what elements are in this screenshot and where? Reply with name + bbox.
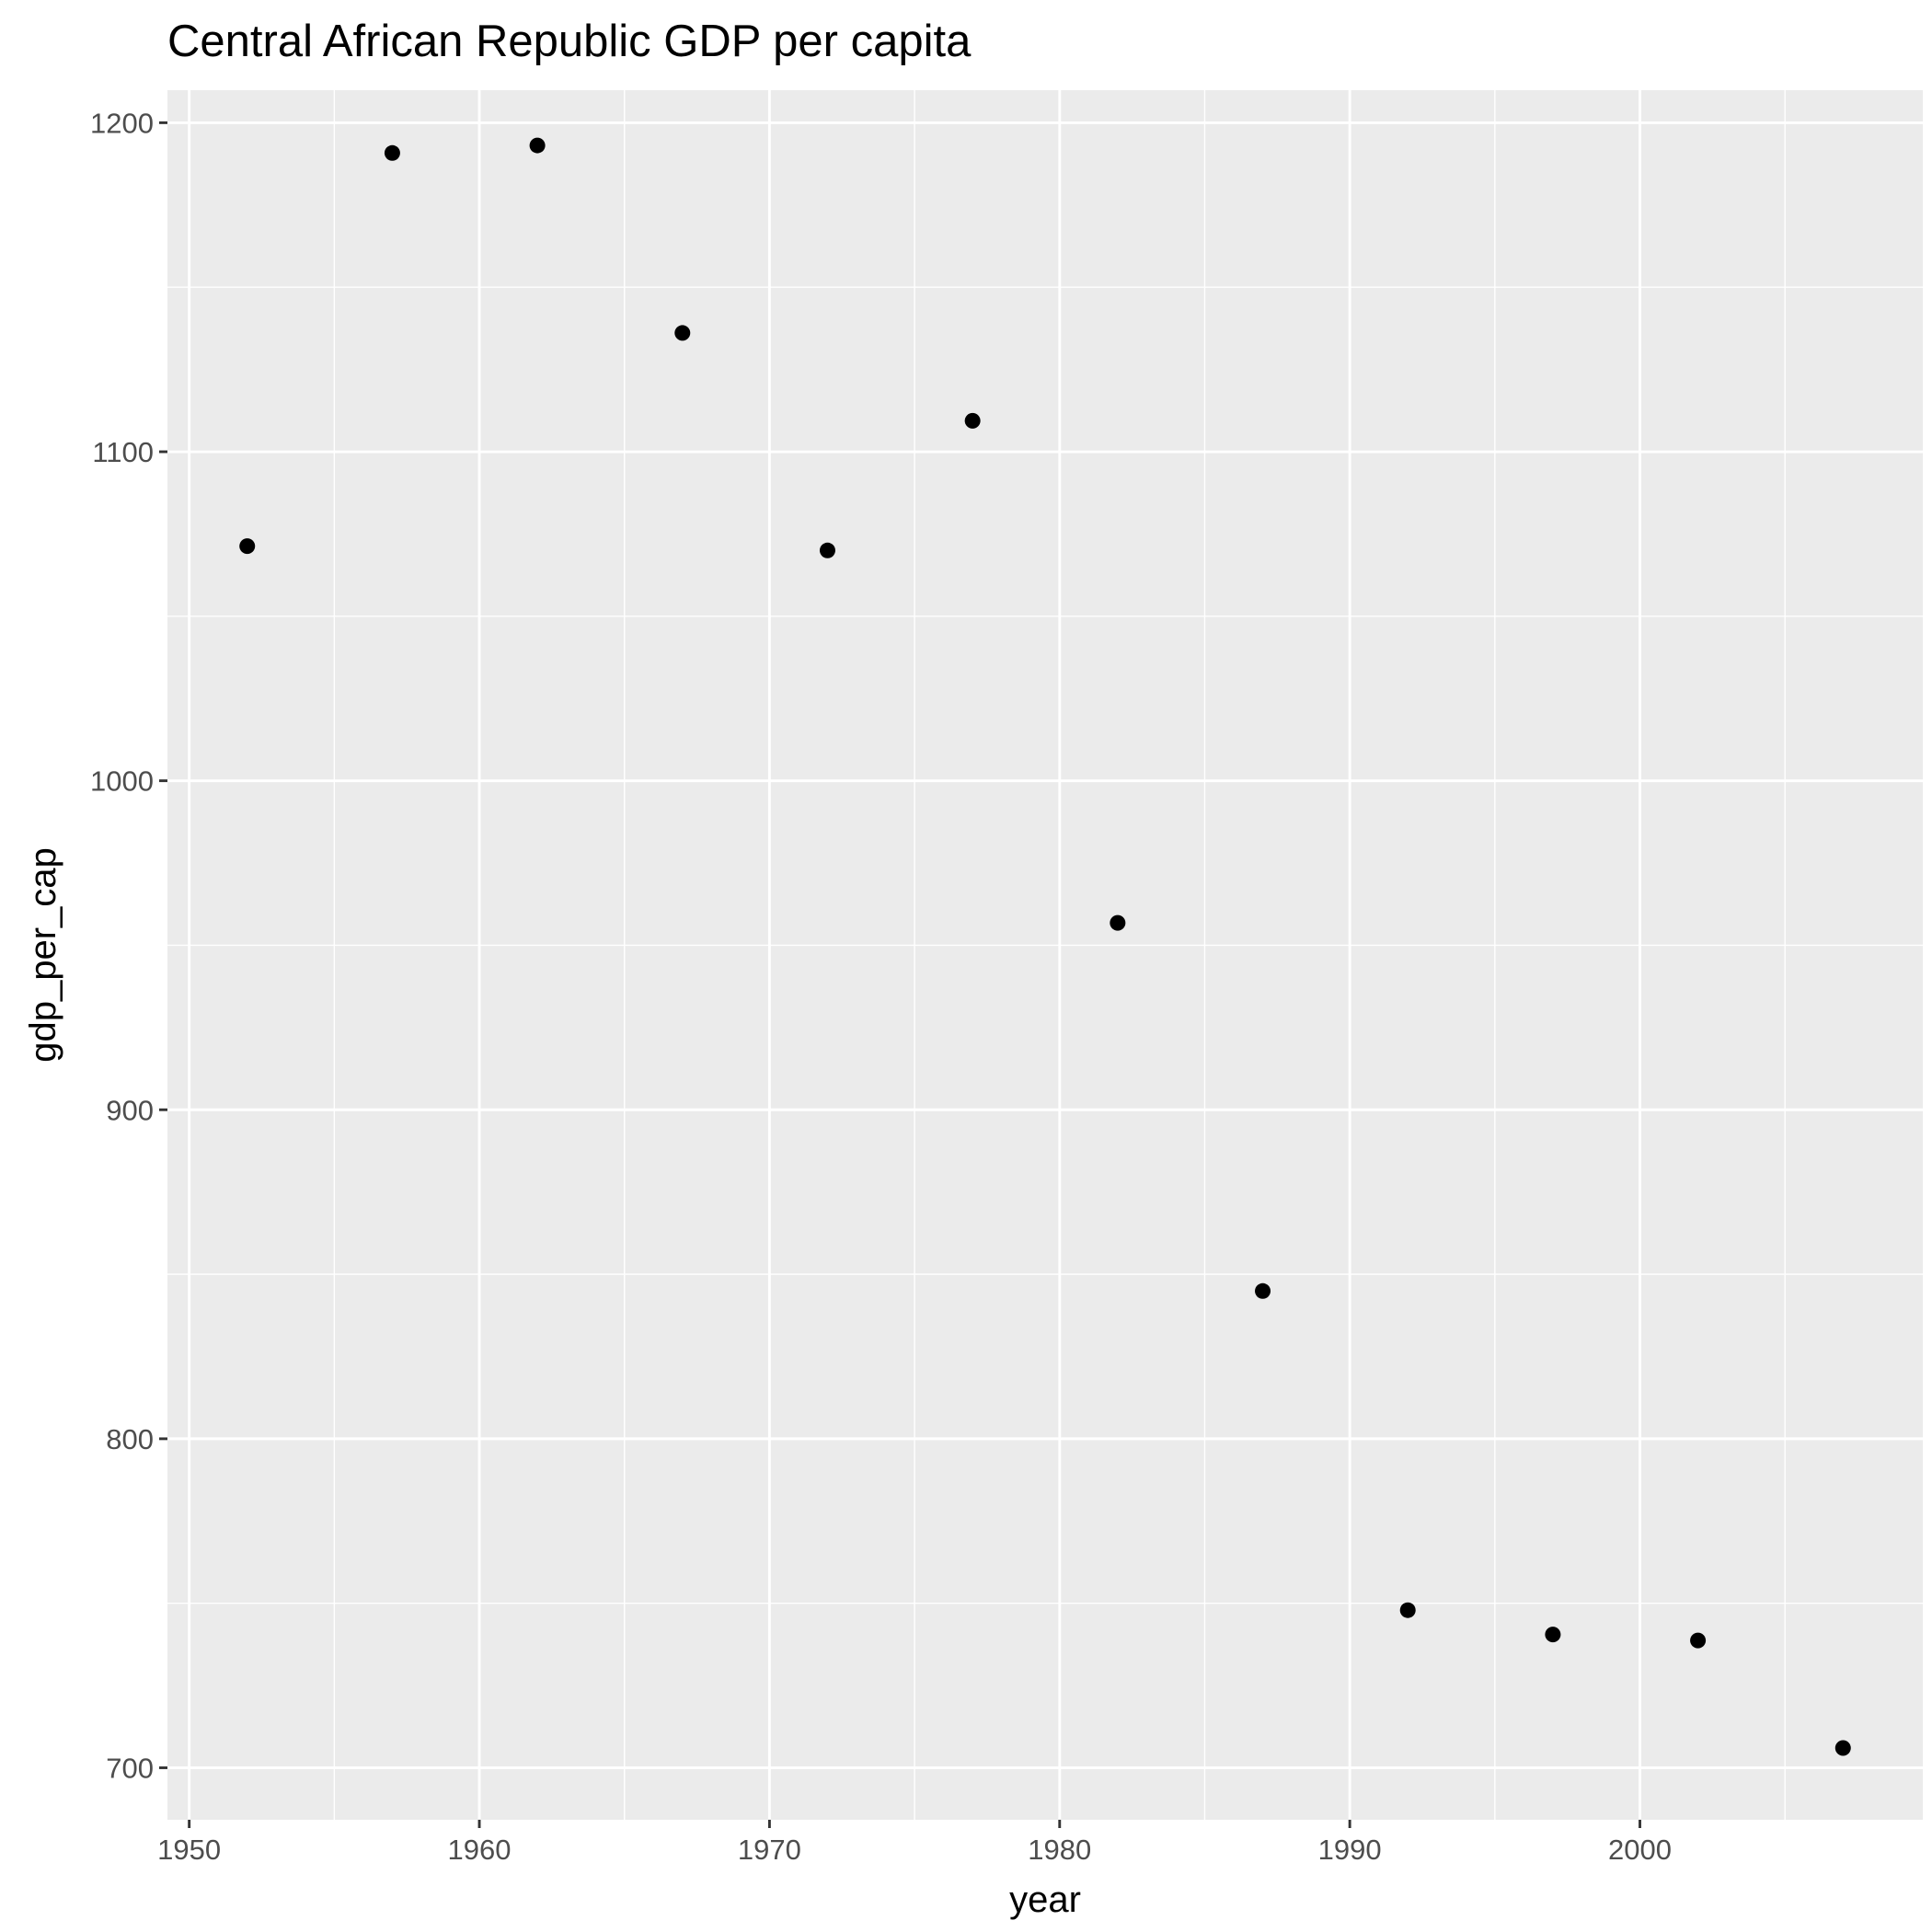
data-point xyxy=(674,325,691,341)
data-point xyxy=(1834,1740,1851,1756)
y-tick-label: 900 xyxy=(106,1094,154,1126)
data-point xyxy=(1110,914,1126,931)
plot-panel xyxy=(167,90,1923,1820)
x-tick-label: 1960 xyxy=(448,1834,512,1866)
minor-grid xyxy=(167,90,1923,1820)
data-point xyxy=(1399,1602,1416,1618)
y-tick-label: 1200 xyxy=(90,107,154,139)
data-point xyxy=(964,412,981,429)
data-point xyxy=(819,542,835,558)
axis-ticks xyxy=(159,121,1641,1828)
data-point xyxy=(384,144,400,161)
x-tick-label: 2000 xyxy=(1608,1834,1672,1866)
x-tick-label: 1980 xyxy=(1028,1834,1091,1866)
data-point xyxy=(1690,1632,1707,1649)
data-point xyxy=(1255,1282,1271,1299)
tick-labels: 1950 1960 1970 1980 1990 2000 700 800 900 1000 110… xyxy=(90,107,1672,1866)
y-axis-title: gdp_per_cap xyxy=(23,847,63,1063)
data-point xyxy=(1545,1627,1561,1643)
y-tick-label: 1100 xyxy=(92,436,154,468)
data-point xyxy=(239,538,256,555)
x-tick-label: 1990 xyxy=(1318,1834,1382,1866)
data-point xyxy=(529,137,546,154)
chart-title: Central African Republic GDP per capita xyxy=(167,17,972,66)
x-axis-title: year xyxy=(1009,1880,1081,1920)
x-tick-label: 1970 xyxy=(738,1834,801,1866)
y-tick-label: 700 xyxy=(106,1752,154,1784)
major-grid xyxy=(167,90,1923,1820)
y-tick-label: 1000 xyxy=(90,765,154,798)
y-tick-label: 800 xyxy=(106,1423,154,1455)
data-points xyxy=(239,137,1851,1756)
x-tick-label: 1950 xyxy=(157,1834,221,1866)
